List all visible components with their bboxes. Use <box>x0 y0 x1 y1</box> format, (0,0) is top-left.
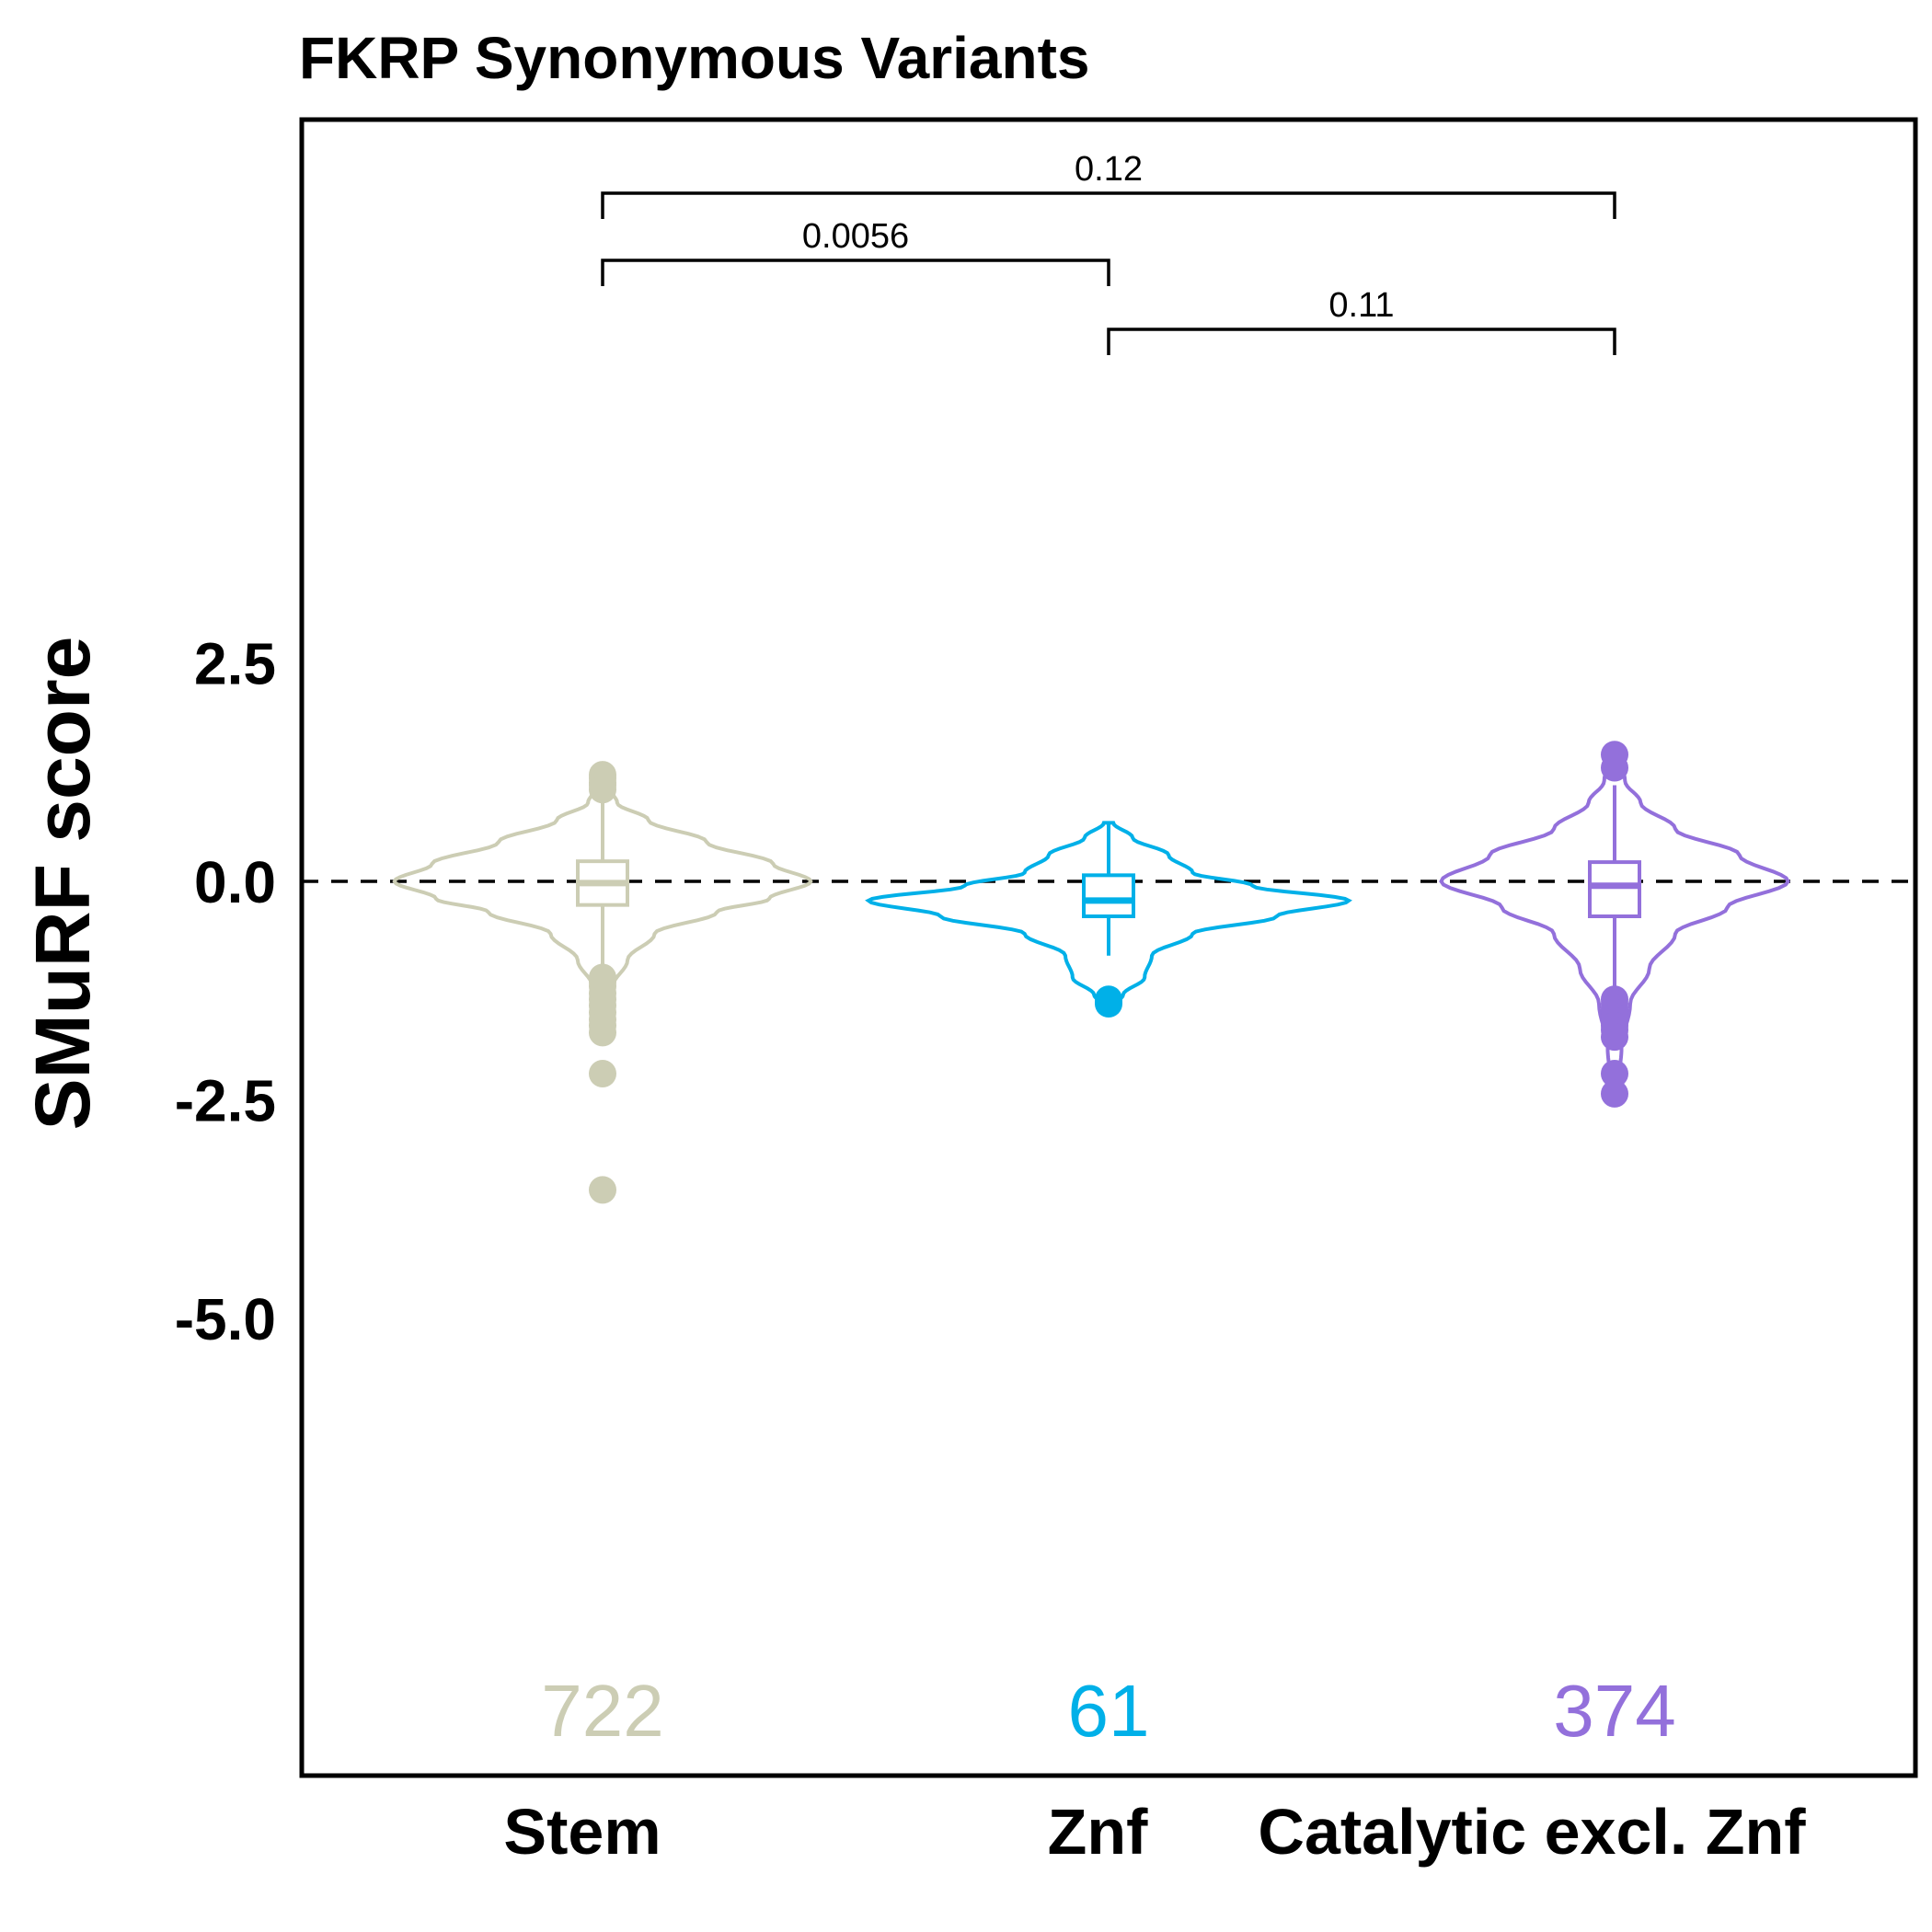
violin-group-catalytic-excl-znf: 374 <box>1439 741 1790 1752</box>
group-count-label: 722 <box>541 1670 663 1752</box>
violin-group-znf: 61 <box>865 821 1352 1752</box>
outlier-point <box>1601 753 1628 782</box>
y-axis-label: SMuRF score <box>19 637 106 1131</box>
box <box>1588 860 1641 918</box>
group-count-label: 61 <box>1068 1670 1150 1752</box>
bracket-line <box>1107 328 1616 355</box>
comparison-bracket: 0.11 <box>1107 286 1616 355</box>
x-tick-label: Znf <box>1048 1796 1149 1868</box>
violin-outline <box>865 821 1352 1007</box>
p-value-label: 0.12 <box>1075 150 1143 189</box>
y-tick-label: 0.0 <box>194 849 276 915</box>
group-count-label: 374 <box>1553 1670 1675 1752</box>
bracket-line <box>601 191 1616 219</box>
outlier-point <box>1601 1079 1628 1108</box>
box <box>1082 873 1135 918</box>
outlier-point <box>1601 1023 1628 1052</box>
outlier-point <box>1601 1060 1628 1087</box>
outlier-point <box>589 1176 616 1204</box>
plot-frame <box>299 117 1918 1778</box>
bracket-line <box>601 259 1110 286</box>
outlier-point <box>589 776 616 804</box>
chart-title: FKRP Synonymous Variants <box>299 25 1090 91</box>
y-tick-label: 2.5 <box>194 631 276 697</box>
x-tick-label: Catalytic excl. Znf <box>1258 1796 1806 1868</box>
plot-area: 2.5 0.0 -2.5 -5.0 722 61 374 Stem Znf Catalytic e… <box>175 117 1918 1868</box>
outlier-point <box>589 1018 616 1047</box>
y-tick-label: -2.5 <box>175 1068 276 1134</box>
outlier-point <box>589 1060 616 1087</box>
comparison-bracket: 0.12 <box>601 150 1616 219</box>
comparison-bracket: 0.0056 <box>601 217 1110 286</box>
p-value-label: 0.11 <box>1328 286 1394 325</box>
y-tick-label: -5.0 <box>175 1286 276 1352</box>
p-value-label: 0.0056 <box>802 217 909 256</box>
violin-group-stem: 722 <box>392 761 813 1752</box>
x-tick-label: Stem <box>503 1796 661 1868</box>
outlier-point <box>1095 988 1122 1017</box>
